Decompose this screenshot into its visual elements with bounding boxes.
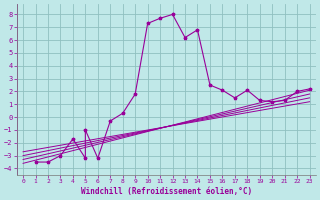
X-axis label: Windchill (Refroidissement éolien,°C): Windchill (Refroidissement éolien,°C) bbox=[81, 187, 252, 196]
